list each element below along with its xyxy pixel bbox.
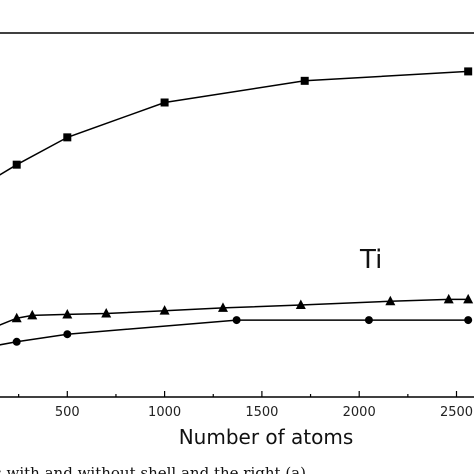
data-point-square (300, 76, 309, 85)
figure-caption: res with and without shell and the right… (0, 464, 306, 474)
x-axis-ticks: 500 1000 1500 2000 2500 (18, 391, 473, 420)
data-point-triangle (217, 302, 228, 312)
data-point-triangle (159, 305, 170, 315)
x-axis-title: Number of atoms (179, 425, 354, 449)
series-line (0, 319, 469, 346)
data-point-circle (12, 337, 21, 346)
x-tick-label: 2000 (343, 405, 376, 420)
series-circle (0, 316, 473, 346)
data-point-circle (63, 330, 72, 339)
data-point-circle (232, 316, 241, 325)
x-tick-label: 2500 (440, 405, 473, 420)
series-line (0, 70, 469, 176)
data-point-triangle (463, 293, 474, 304)
data-point-triangle (62, 308, 73, 319)
data-point-triangle (101, 308, 112, 318)
data-point-square (63, 133, 72, 142)
data-point-triangle (385, 295, 396, 306)
data-point-square (12, 160, 21, 169)
series-ti (0, 293, 474, 326)
data-point-square (464, 67, 473, 76)
x-tick-label: 1000 (148, 405, 181, 420)
data-point-triangle (443, 293, 454, 304)
x-tick-label: 500 (55, 405, 80, 420)
plot-frame (0, 32, 474, 398)
data-point-square (160, 98, 169, 107)
data-point-triangle (295, 299, 306, 310)
series-layer (0, 67, 474, 346)
data-point-circle (364, 316, 373, 325)
data-point-triangle (27, 309, 38, 320)
series-square (0, 67, 473, 176)
series-label-ti: Ti (359, 245, 382, 275)
data-point-circle (464, 316, 473, 325)
data-point-triangle (11, 312, 22, 323)
x-tick-label: 1500 (245, 405, 278, 420)
